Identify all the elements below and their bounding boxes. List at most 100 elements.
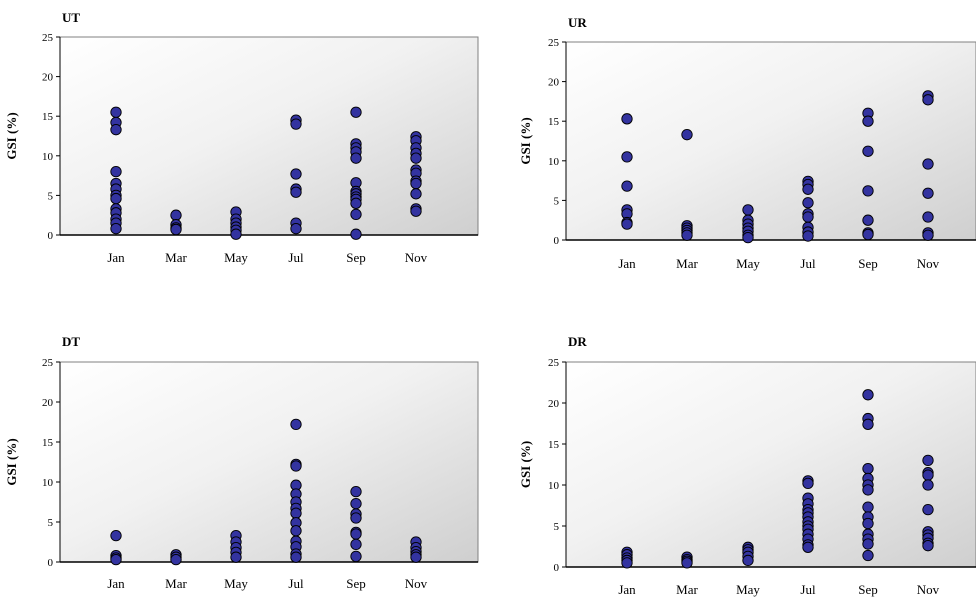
- y-tick-label: 5: [48, 190, 54, 202]
- y-tick-label: 25: [42, 357, 54, 369]
- x-tick-label: May: [224, 250, 248, 265]
- data-point: [922, 540, 934, 552]
- data-point: [922, 211, 934, 223]
- x-tick-label: May: [224, 576, 248, 591]
- x-tick-label: Mar: [676, 582, 698, 597]
- chart-dr: DR 0 5 10 15 20 25 GSI (%) Jan Mar May Jul Sep Nov: [518, 334, 976, 597]
- x-tick-label: Jul: [288, 576, 304, 591]
- data-point: [410, 551, 422, 563]
- y-tick-label: 10: [548, 480, 560, 492]
- data-point: [922, 469, 934, 481]
- data-point: [681, 557, 693, 569]
- y-tick-label: 0: [48, 557, 54, 569]
- y-tick-label: 20: [548, 398, 560, 410]
- data-point: [230, 228, 242, 240]
- data-point: [410, 152, 422, 164]
- y-tick-label: 0: [554, 562, 560, 574]
- data-point: [621, 113, 633, 125]
- data-point: [290, 460, 302, 472]
- x-tick-label: Jul: [288, 250, 304, 265]
- chart-dt: DT 0 5 10 15 20 25 GSI (%) Jan Mar May Jul Sep Nov: [4, 334, 479, 591]
- y-tick-label: 20: [42, 72, 54, 84]
- data-point: [290, 186, 302, 198]
- data-point: [922, 454, 934, 467]
- chart-title: DR: [568, 334, 587, 349]
- data-point: [350, 485, 362, 498]
- data-point: [350, 538, 362, 551]
- data-point: [290, 551, 302, 563]
- y-axis-label: GSI (%): [518, 441, 533, 488]
- data-point: [110, 223, 122, 235]
- y-tick-label: 0: [48, 230, 54, 242]
- data-point: [350, 228, 362, 240]
- data-point: [110, 553, 122, 566]
- data-point: [621, 218, 633, 230]
- x-tick-label: Jan: [618, 582, 636, 597]
- x-tick-label: Jul: [800, 256, 816, 271]
- data-point: [862, 145, 874, 157]
- data-point: [350, 550, 362, 563]
- y-axis-label: GSI (%): [4, 438, 19, 485]
- data-point: [410, 205, 422, 217]
- data-point: [862, 517, 874, 530]
- plot-area: [59, 361, 479, 563]
- y-tick-label: 20: [42, 397, 54, 409]
- y-tick-label: 5: [554, 521, 560, 533]
- x-tick-label: Nov: [405, 250, 428, 265]
- data-point: [350, 106, 362, 118]
- data-point: [110, 192, 122, 205]
- x-tick-label: May: [736, 582, 760, 597]
- data-point: [621, 557, 633, 569]
- data-point: [681, 229, 693, 241]
- data-point: [922, 479, 934, 491]
- data-point: [350, 197, 362, 209]
- data-point: [110, 165, 122, 178]
- y-tick-label: 25: [548, 357, 560, 369]
- x-tick-label: Nov: [405, 576, 428, 591]
- x-tick-label: Jul: [800, 582, 816, 597]
- y-tick-label: 10: [548, 156, 560, 168]
- y-tick-label: 25: [548, 37, 560, 49]
- y-tick-label: 15: [42, 437, 54, 449]
- y-tick-label: 10: [42, 151, 54, 163]
- data-point: [350, 208, 362, 221]
- plot-area: [565, 361, 976, 568]
- data-point: [350, 152, 362, 164]
- x-tick-label: Mar: [165, 250, 187, 265]
- chart-title: UT: [62, 10, 80, 25]
- data-point: [862, 462, 874, 475]
- data-point: [170, 553, 182, 566]
- x-tick-label: Mar: [676, 256, 698, 271]
- data-point: [862, 418, 874, 430]
- chart-ut: UT 0 5 10 15 20 25 GSI (%) Jan Mar May Jul Sep Nov: [4, 10, 479, 265]
- chart-title: UR: [568, 15, 587, 30]
- x-tick-label: Nov: [917, 256, 940, 271]
- x-tick-label: Jan: [107, 250, 125, 265]
- data-point: [922, 503, 934, 516]
- x-tick-label: Jan: [618, 256, 636, 271]
- data-point: [230, 551, 242, 563]
- data-point: [681, 129, 693, 141]
- y-tick-label: 15: [548, 439, 560, 451]
- x-tick-label: Sep: [858, 256, 878, 271]
- data-point: [802, 183, 814, 195]
- data-point: [170, 223, 182, 236]
- data-point: [290, 118, 302, 130]
- x-tick-label: May: [736, 256, 760, 271]
- y-tick-label: 20: [548, 77, 560, 89]
- plot-area: [59, 36, 479, 236]
- data-point: [862, 484, 874, 496]
- data-point: [290, 168, 302, 180]
- x-tick-label: Sep: [858, 582, 878, 597]
- data-point: [621, 180, 633, 192]
- y-tick-label: 15: [548, 116, 560, 128]
- data-point: [110, 106, 122, 118]
- data-point: [621, 151, 633, 163]
- data-point: [290, 418, 302, 431]
- data-point: [350, 528, 362, 540]
- y-tick-label: 15: [42, 111, 54, 123]
- x-tick-label: Mar: [165, 576, 187, 591]
- y-tick-label: 25: [42, 32, 54, 44]
- data-point: [410, 177, 422, 190]
- data-point: [290, 223, 302, 235]
